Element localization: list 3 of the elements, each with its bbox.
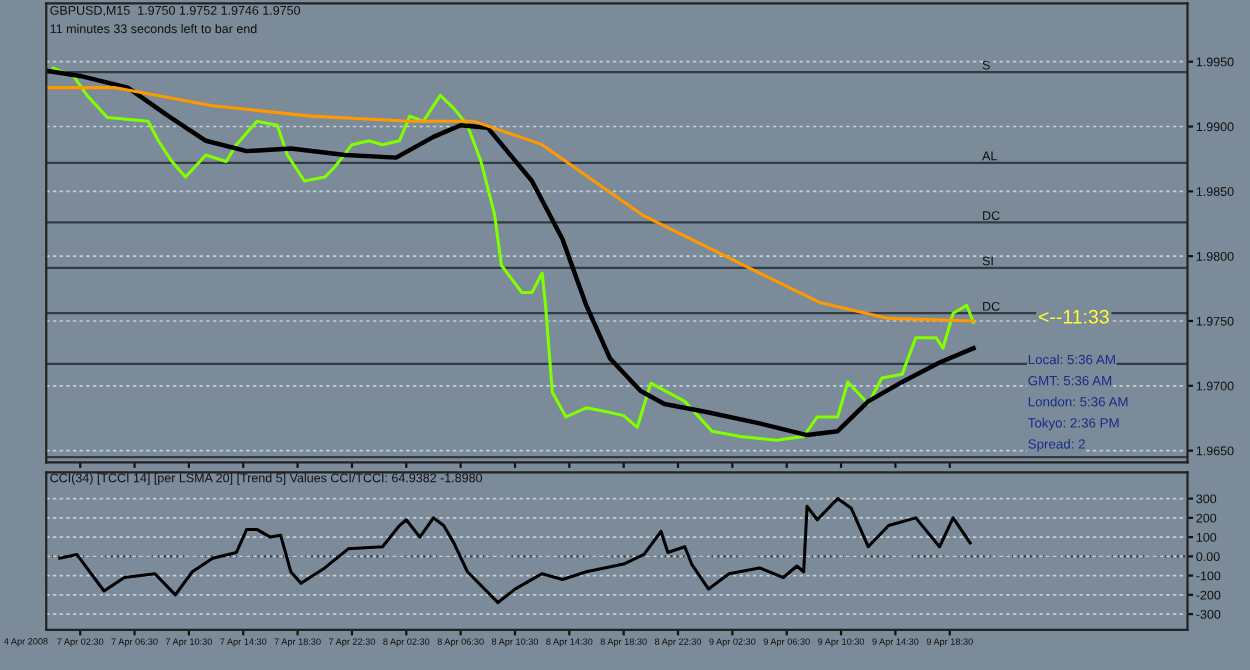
line-series: [58, 497, 972, 605]
annotation: <--11:33: [1039, 309, 1109, 324]
line-series: [46, 86, 976, 323]
